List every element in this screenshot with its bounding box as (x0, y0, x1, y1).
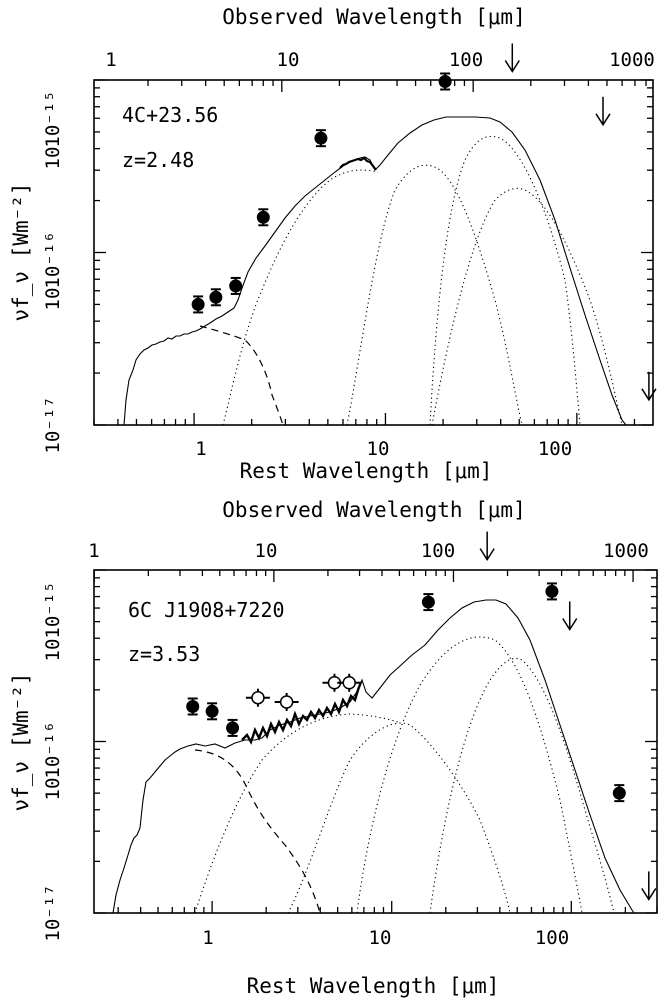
irs-spectrum (241, 681, 363, 745)
top-xtick-label: 10 (255, 540, 278, 562)
upper-limit-arrows (479, 531, 657, 901)
y-axis-label: νf_ν [Wm⁻²] (9, 672, 33, 811)
cold-dust-component-curve (429, 657, 615, 914)
data-point (191, 297, 205, 311)
photometry-points (191, 72, 452, 314)
arrow-head (562, 618, 578, 631)
top-xtick-label: 1000 (603, 540, 649, 562)
panel-4c2356: Observed Wavelength [μm] 4C+23.56 z=2.48… (9, 5, 657, 483)
y-axis-label: νf_ν [Wm⁻²] (9, 182, 33, 321)
data-point (421, 595, 435, 609)
hot-dust-component-curve (222, 169, 379, 426)
xtick-label: 100 (538, 438, 572, 460)
ytick-label: 10 (42, 639, 64, 662)
ytick-label: 10⁻¹⁵ (42, 581, 64, 638)
data-point (226, 721, 240, 735)
plot-frame (93, 79, 654, 426)
bottom-axis-label: Rest Wavelength [μm] (247, 974, 500, 998)
cool-dust-component-curve (356, 636, 583, 914)
top-xtick-label: 100 (421, 540, 455, 562)
ytick-label: 10⁻¹⁷ (42, 396, 64, 453)
stellar-component-curve (194, 749, 321, 914)
ytick-label: 10 (42, 778, 64, 801)
ytick-label: 10⁻¹⁵ (42, 90, 64, 147)
warm-dust-component-curve (287, 722, 511, 914)
data-point (314, 131, 328, 145)
xtick-label: 1 (202, 927, 213, 949)
warm-dust-component-curve (346, 164, 523, 426)
arrow-head (641, 888, 657, 901)
ytick-label: 10 (42, 147, 64, 170)
bottom-axis-label: Rest Wavelength [μm] (240, 459, 493, 483)
upper-limit-arrows (504, 43, 657, 402)
top-axis-label: Observed Wavelength [μm] (222, 498, 525, 522)
xtick-label: 100 (535, 927, 569, 949)
ytick-label: 10⁻¹⁶ (42, 231, 64, 288)
hot-dust-component-curve (194, 713, 399, 914)
redshift-label: z=3.53 (128, 642, 200, 666)
arrow-head (504, 60, 520, 73)
photometry-points (186, 582, 626, 803)
xtick-label: 10 (367, 438, 390, 460)
irs-spectrum (339, 156, 377, 171)
y-axis-labels: 10 10⁻¹⁵ 10 10⁻¹⁶ 10⁻¹⁷ νf_ν [Wm⁻²] (9, 90, 64, 453)
open-data-point (279, 695, 294, 709)
open-data-point (251, 690, 265, 705)
data-point (256, 210, 270, 224)
data-point (209, 290, 223, 304)
top-xtick-label: 10 (277, 49, 300, 71)
data-point (438, 75, 452, 89)
cold-dust-component-curve (431, 187, 623, 426)
data-point (612, 786, 626, 800)
ytick-label: 10⁻¹⁶ (42, 721, 64, 778)
cool-dust-component-curve (429, 135, 581, 426)
top-xtick-label: 1000 (609, 49, 655, 71)
data-point (229, 279, 243, 293)
stellar-component-curve (199, 325, 284, 426)
axis-ticks (93, 569, 658, 914)
top-xtick-label: 1 (105, 49, 116, 71)
data-point (205, 704, 219, 718)
total-model-curve (123, 116, 627, 426)
redshift-label: z=2.48 (122, 148, 194, 172)
top-xtick-label: 1 (88, 540, 99, 562)
arrow-head (595, 113, 611, 127)
open-data-point (342, 676, 356, 690)
arrow-head (641, 388, 657, 402)
xtick-label: 1 (195, 438, 206, 460)
top-xtick-label: 100 (449, 49, 483, 71)
source-name: 6C J1908+7220 (128, 598, 285, 622)
arrow-head (479, 548, 495, 561)
axis-ticks (93, 79, 653, 426)
xtick-label: 10 (369, 927, 392, 949)
y-axis-labels: 10 10⁻¹⁵ 10 10⁻¹⁶ 10⁻¹⁷ νf_ν [Wm⁻²] (9, 581, 64, 941)
data-point (545, 584, 559, 598)
source-name: 4C+23.56 (122, 103, 218, 127)
panel-6cj19087220: Observed Wavelength [μm] 6C J1908+7220 z… (9, 498, 658, 998)
top-axis-label: Observed Wavelength [μm] (222, 5, 525, 29)
data-point (186, 699, 200, 713)
ytick-label: 10 (42, 288, 64, 311)
ytick-label: 10⁻¹⁷ (42, 884, 64, 941)
